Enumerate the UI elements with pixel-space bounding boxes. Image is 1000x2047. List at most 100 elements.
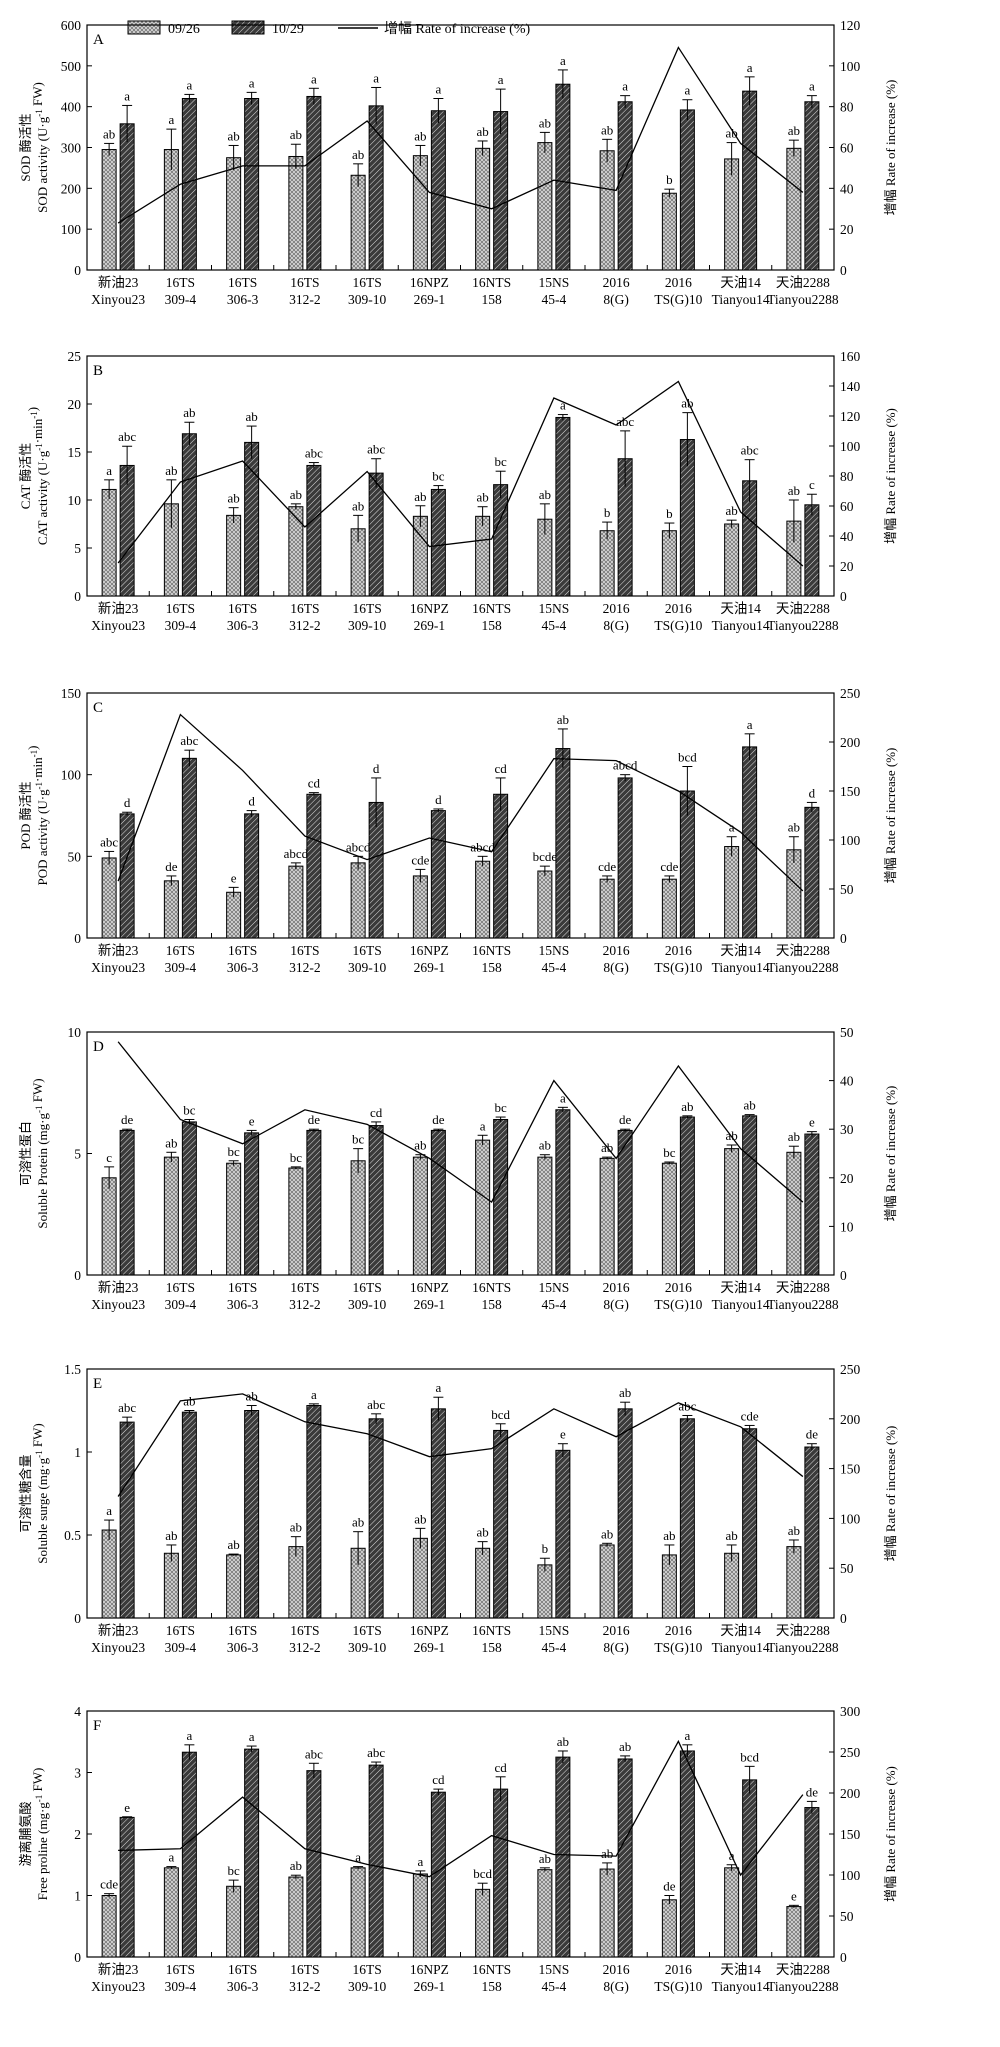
x-tick-label: TS(G)10 <box>654 1640 702 1655</box>
y2-tick-label: 200 <box>840 1412 861 1427</box>
bar <box>786 1546 802 1619</box>
y2-tick-label: 0 <box>840 1611 847 1626</box>
x-tick-label: 16TS <box>166 1962 195 1977</box>
significance-label: abc <box>305 446 323 461</box>
significance-label: de <box>121 1112 134 1127</box>
bar <box>412 1156 428 1276</box>
bar <box>181 433 197 597</box>
bar <box>412 1873 428 1958</box>
significance-label: a <box>249 1729 255 1744</box>
bar <box>306 464 322 597</box>
significance-label: a <box>249 75 255 90</box>
x-tick-label: 15NS <box>538 1623 569 1638</box>
significance-label: c <box>809 477 815 492</box>
bar <box>475 1547 491 1619</box>
y-axis-title: POD 酶活性 POD activity (U·g-1·min-1) <box>18 746 50 886</box>
significance-label: a <box>684 1728 690 1743</box>
significance-label: abc <box>367 1397 385 1412</box>
significance-label: ab <box>290 487 302 502</box>
bar <box>244 1410 260 1619</box>
significance-label: ab <box>681 1099 693 1114</box>
y2-tick-label: 80 <box>840 100 854 115</box>
x-tick-label: Tianyou2288 <box>767 960 839 975</box>
x-tick-label: Tianyou2288 <box>767 618 839 633</box>
x-tick-label: 天油14 <box>720 1623 761 1638</box>
significance-label: bc <box>494 1100 507 1115</box>
significance-label: abc <box>367 1745 385 1760</box>
bar <box>306 1129 322 1276</box>
x-tick-label: 15NS <box>538 601 569 616</box>
y2-axis-title: 增幅 Rate of increase (%) <box>883 408 898 544</box>
y2-tick-label: 250 <box>840 686 861 701</box>
x-tick-label: TS(G)10 <box>654 618 702 633</box>
x-tick-label: 158 <box>482 292 503 307</box>
significance-label: ab <box>414 1138 426 1153</box>
bar <box>244 813 260 939</box>
x-tick-label: 312-2 <box>289 292 321 307</box>
bar <box>493 111 509 271</box>
significance-label: b <box>666 506 673 521</box>
x-tick-label: 158 <box>482 1979 503 1994</box>
bar <box>724 1552 740 1619</box>
x-tick-label: 16TS <box>228 275 257 290</box>
bar <box>226 514 242 597</box>
x-tick-label: 269-1 <box>414 1640 446 1655</box>
significance-label: ab <box>414 1511 426 1526</box>
plot-frame <box>86 1031 835 1276</box>
x-tick-label: 16TS <box>228 1623 257 1638</box>
x-tick-label: 16NPZ <box>410 601 449 616</box>
bar <box>617 101 633 271</box>
y2-tick-label: 0 <box>840 1950 847 1965</box>
x-tick-label: 16TS <box>290 275 319 290</box>
significance-label: bcd <box>740 1749 759 1764</box>
x-tick-label: 16TS <box>352 943 381 958</box>
x-tick-label: Tianyou2288 <box>767 1640 839 1655</box>
y-tick-label: 500 <box>61 59 82 74</box>
bar <box>226 1885 242 1958</box>
significance-label: cde <box>660 859 678 874</box>
y-tick-label: 1.5 <box>64 1362 81 1377</box>
y-tick-label: 50 <box>68 849 82 864</box>
x-tick-label: 2016 <box>603 1280 630 1295</box>
x-tick-label: 16TS <box>228 1280 257 1295</box>
bar <box>599 1157 615 1276</box>
bar <box>101 1177 117 1276</box>
significance-label: a <box>560 53 566 68</box>
significance-label: ab <box>788 820 800 835</box>
significance-label: a <box>560 398 566 413</box>
plot-frame <box>86 24 835 271</box>
y-tick-label: 3 <box>74 1766 81 1781</box>
significance-label: b <box>604 505 611 520</box>
significance-label: a <box>684 83 690 98</box>
x-tick-label: 309-10 <box>348 618 386 633</box>
x-tick-label: Xinyou23 <box>91 292 145 307</box>
y-tick-label: 1 <box>74 1445 81 1460</box>
x-tick-label: 45-4 <box>542 1297 567 1312</box>
panel-F: F 0 1 2 3 4 0 50 100 150 200 250 300 新油23 Xinyou23 16TS… <box>18 1704 898 1994</box>
significance-label: ab <box>290 1520 302 1535</box>
x-tick-label: 16TS <box>352 601 381 616</box>
bar <box>493 1788 509 1958</box>
x-tick-label: 2016 <box>603 943 630 958</box>
y-tick-label: 0 <box>74 263 81 278</box>
x-tick-label: 306-3 <box>227 1640 259 1655</box>
bar <box>226 1554 242 1619</box>
significance-label: bc <box>352 1132 365 1147</box>
x-tick-label: 8(G) <box>603 1297 629 1312</box>
bar <box>288 155 304 271</box>
bar <box>306 793 322 939</box>
significance-label: a <box>355 1850 361 1865</box>
y2-tick-label: 100 <box>840 439 861 454</box>
significance-label: ab <box>725 126 737 141</box>
significance-label: abc <box>305 1746 323 1761</box>
bar <box>804 504 820 597</box>
y2-tick-label: 120 <box>840 409 861 424</box>
x-tick-label: 309-10 <box>348 292 386 307</box>
x-tick-label: 16NTS <box>472 275 511 290</box>
bar <box>412 1537 428 1619</box>
significance-label: abc <box>367 442 385 457</box>
bar <box>599 530 615 597</box>
panel-A: A 0 100 200 300 400 500 600 0 20 40 60 80 100 120 新油23 X… <box>18 18 898 307</box>
legend-swatch-1029 <box>231 20 265 35</box>
x-tick-label: 45-4 <box>542 618 567 633</box>
